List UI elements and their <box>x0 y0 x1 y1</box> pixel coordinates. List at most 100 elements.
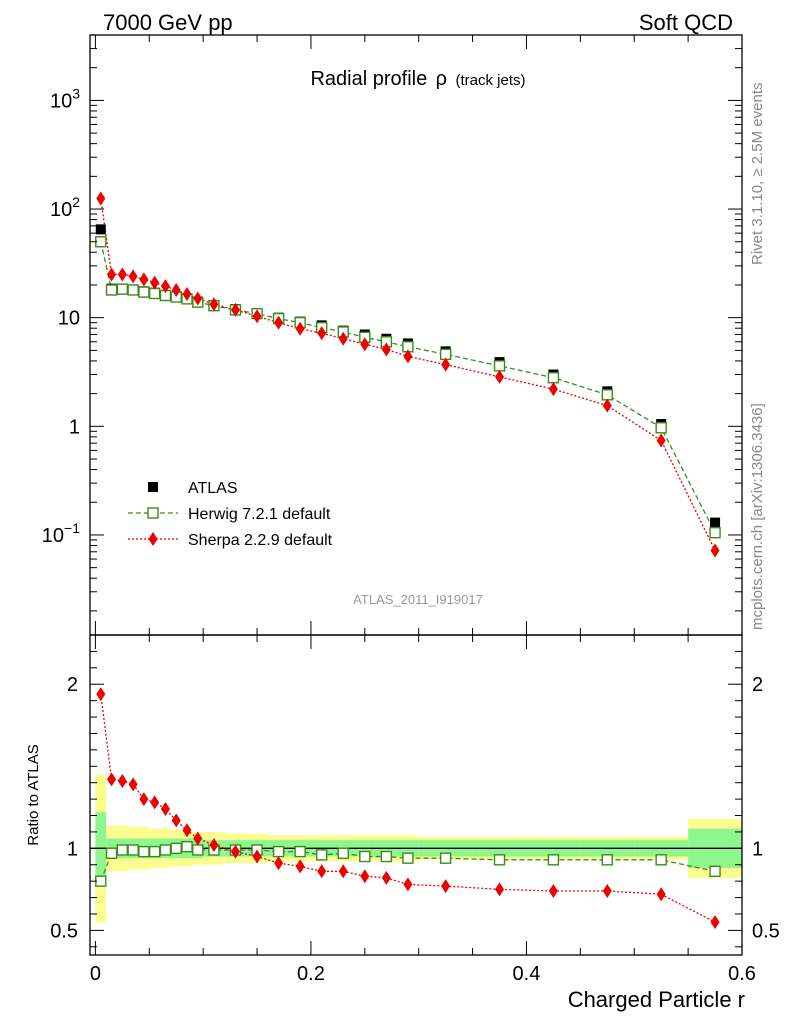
analysis-label: ATLAS_2011_I919017 <box>353 592 483 607</box>
main-y-tick-label: 102 <box>50 194 80 221</box>
ratio-data-point <box>601 854 613 866</box>
ratio-y-axis-label: Ratio to ATLAS <box>25 744 42 845</box>
ratio-data-point <box>159 844 172 856</box>
main-data-point <box>709 526 721 539</box>
main-data-point <box>441 357 451 372</box>
x-tick-label: 0.6 <box>728 963 756 985</box>
ratio-data-point <box>655 854 667 866</box>
chart-title-main: Radial profile <box>310 68 427 90</box>
main-data-point <box>117 267 127 282</box>
main-panel-series <box>95 191 721 558</box>
ratio-data-point <box>294 845 306 858</box>
ratio-data-point <box>317 864 327 879</box>
main-data-point <box>139 272 149 287</box>
legend-label: Sherpa 2.2.9 default <box>188 532 333 549</box>
main-data-point <box>209 297 219 312</box>
main-data-point <box>148 287 161 300</box>
main-data-point <box>274 315 284 330</box>
main-series-line <box>100 198 716 551</box>
ratio-y-tick-label: 1 <box>67 838 78 860</box>
ratio-data-point <box>360 869 370 884</box>
ratio-data-point <box>95 875 107 887</box>
ratio-data-point <box>548 884 558 898</box>
main-data-point <box>601 389 613 401</box>
ratio-data-point <box>316 849 328 861</box>
main-data-point <box>193 291 203 306</box>
main-data-point <box>182 287 192 302</box>
main-data-point <box>295 321 305 336</box>
ratio-data-point <box>192 844 204 856</box>
main-data-point <box>107 267 117 282</box>
ratio-y-tick-label: 2 <box>67 674 78 696</box>
ratio-data-point <box>107 772 117 787</box>
main-data-point <box>710 517 721 528</box>
ratio-data-point <box>381 870 391 885</box>
main-data-point <box>252 309 262 324</box>
chart-title-symbol: ρ <box>436 68 447 90</box>
main-data-point <box>95 236 107 248</box>
ratio-data-point <box>127 844 139 856</box>
main-data-point <box>127 284 139 296</box>
chart-title: Radial profile ρ (track jets) <box>310 68 525 90</box>
main-data-point <box>602 398 612 413</box>
ratio-data-point <box>116 844 129 856</box>
rivet-version-label: Rivet 3.1.10, ≥ 2.5M events <box>749 83 766 266</box>
legend: ATLAS Herwig 7.2.1 default Sherpa 2.2.9 de… <box>128 480 333 549</box>
ratio-data-point <box>105 847 118 859</box>
ratio-data-point <box>710 915 720 930</box>
ratio-data-point <box>96 687 106 702</box>
ratio-panel-axes: 0 0.2 0.4 0.6 0.5 0.5 1 1 2 2 <box>50 635 780 985</box>
main-data-point <box>128 269 138 284</box>
ratio-data-point <box>274 856 284 871</box>
ratio-data-point <box>148 845 161 858</box>
main-data-point <box>171 282 181 297</box>
ratio-data-point <box>252 849 262 864</box>
ratio-y-tick-label-right: 2 <box>752 674 763 696</box>
ratio-data-point <box>230 844 240 859</box>
main-data-point <box>230 302 240 317</box>
main-data-point <box>495 369 505 384</box>
main-data-point <box>138 286 150 298</box>
ratio-data-point <box>295 859 305 874</box>
main-data-point <box>548 382 558 397</box>
main-data-point <box>96 191 106 206</box>
ratio-data-point <box>117 774 127 789</box>
ratio-panel-series <box>95 687 721 930</box>
x-tick-label: 0.2 <box>297 963 325 985</box>
legend-marker <box>148 532 158 546</box>
main-data-point <box>116 283 129 295</box>
ratio-data-point <box>403 877 413 892</box>
legend-marker <box>148 482 158 492</box>
main-data-point <box>403 349 413 364</box>
ratio-data-point <box>181 840 193 853</box>
ratio-y-tick-label-right: 1 <box>752 838 763 860</box>
main-data-point <box>710 543 720 558</box>
ratio-data-point <box>139 792 149 807</box>
legend-marker <box>147 507 159 519</box>
ratio-data-point <box>171 813 181 828</box>
ratio-data-point <box>709 865 721 878</box>
main-data-point <box>338 331 348 346</box>
main-data-point <box>547 372 560 384</box>
main-data-point <box>493 360 506 372</box>
main-y-tick-label: 103 <box>50 85 80 112</box>
header-right-label: Soft QCD <box>639 10 733 35</box>
ratio-y-tick-label: 0.5 <box>50 920 78 942</box>
x-axis-label: Charged Particle r <box>568 987 745 1012</box>
ratio-data-point <box>338 864 348 879</box>
ratio-data-point <box>602 884 612 898</box>
ratio-data-point <box>439 852 452 864</box>
ratio-data-point <box>170 842 182 855</box>
main-y-tick-label: 10 <box>58 308 80 330</box>
main-data-point <box>360 337 370 352</box>
ratio-data-point <box>493 854 506 866</box>
ratio-data-point <box>656 887 666 902</box>
ratio-y-tick-label-right: 0.5 <box>752 920 780 942</box>
ratio-data-point <box>193 831 203 846</box>
ratio-data-point <box>182 823 192 838</box>
main-data-point <box>655 422 667 434</box>
ratio-data-point <box>495 882 505 897</box>
